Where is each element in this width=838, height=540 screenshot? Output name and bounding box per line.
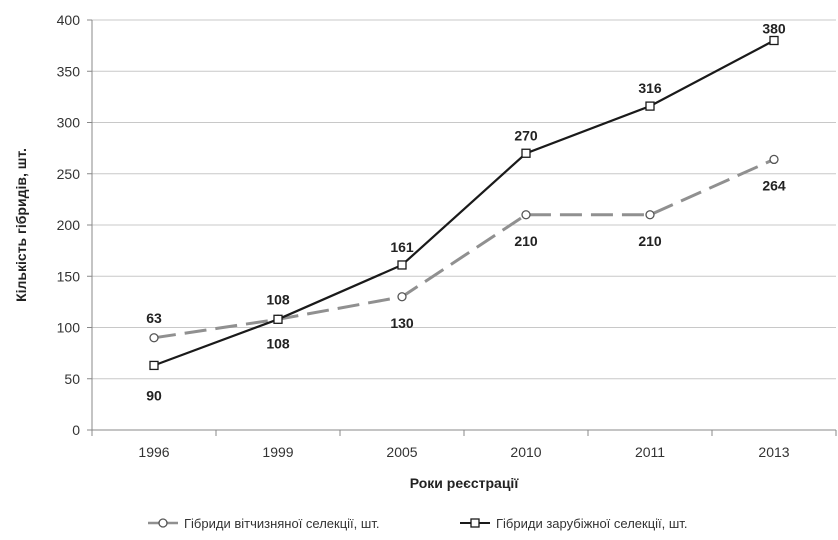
series-point-1 — [397, 260, 407, 270]
data-label-0: 210 — [638, 233, 662, 249]
axes — [87, 19, 837, 436]
y-tick-label: 200 — [57, 217, 81, 233]
x-axis-title: Роки реєстрації — [410, 475, 520, 491]
data-label-1: 90 — [146, 387, 162, 403]
data-label-1: 161 — [390, 239, 414, 255]
series-point-1 — [149, 360, 159, 371]
series-point-0 — [149, 333, 159, 343]
data-label-0: 130 — [390, 315, 414, 331]
y-tick-label: 0 — [72, 422, 80, 438]
data-label-0: 63 — [146, 310, 162, 326]
y-axis-title: Кількість гібридів, шт. — [13, 148, 29, 302]
legend-marker-0 — [158, 518, 168, 528]
series-point-1 — [273, 314, 283, 324]
y-tick-label: 350 — [57, 63, 81, 79]
y-tick-label: 250 — [57, 166, 81, 182]
data-labels: 63 108 130 210 210 264 90 108 161 270 316 380 — [146, 21, 786, 404]
data-label-1: 316 — [638, 80, 662, 96]
x-tick-labels: 1996 1999 2005 2010 2011 2013 — [138, 444, 789, 460]
y-tick-labels: 0 50 100 150 200 250 300 350 400 — [57, 12, 81, 438]
legend-label-1: Гібриди зарубіжної селекції, шт. — [496, 516, 687, 531]
series-point-0 — [769, 154, 779, 165]
data-label-0: 264 — [762, 177, 786, 193]
x-tick-label: 2013 — [758, 444, 789, 460]
x-tick-label: 1996 — [138, 444, 169, 460]
data-label-1: 380 — [762, 21, 786, 37]
data-label-1: 108 — [266, 335, 290, 351]
legend: Гібриди вітчизняної селекції, шт. Гібриди… — [148, 516, 687, 531]
grid-lines — [92, 19, 836, 380]
x-tick-label: 2011 — [635, 444, 665, 460]
series-point-1 — [521, 148, 531, 158]
y-tick-label: 150 — [57, 268, 81, 284]
y-tick-label: 300 — [57, 115, 81, 131]
x-tick-label: 2005 — [386, 444, 417, 460]
series-point-0 — [397, 292, 407, 302]
data-label-0: 108 — [266, 291, 290, 307]
series-line-0 — [153, 158, 775, 340]
y-tick-label: 100 — [57, 320, 81, 336]
legend-label-0: Гібриди вітчизняної селекції, шт. — [184, 516, 379, 531]
series-point-1 — [645, 101, 655, 111]
series-point-0 — [521, 210, 531, 220]
y-tick-label: 50 — [64, 371, 80, 387]
x-tick-label: 1999 — [262, 444, 293, 460]
y-tick-label: 400 — [57, 12, 81, 28]
legend-marker-1 — [470, 518, 480, 528]
data-label-1: 270 — [514, 127, 538, 143]
x-tick-label: 2010 — [510, 444, 541, 460]
series-line-1 — [153, 39, 775, 367]
data-label-0: 210 — [514, 233, 538, 249]
series-layer — [149, 35, 779, 371]
series-point-1 — [769, 35, 779, 46]
series-point-0 — [645, 210, 655, 220]
